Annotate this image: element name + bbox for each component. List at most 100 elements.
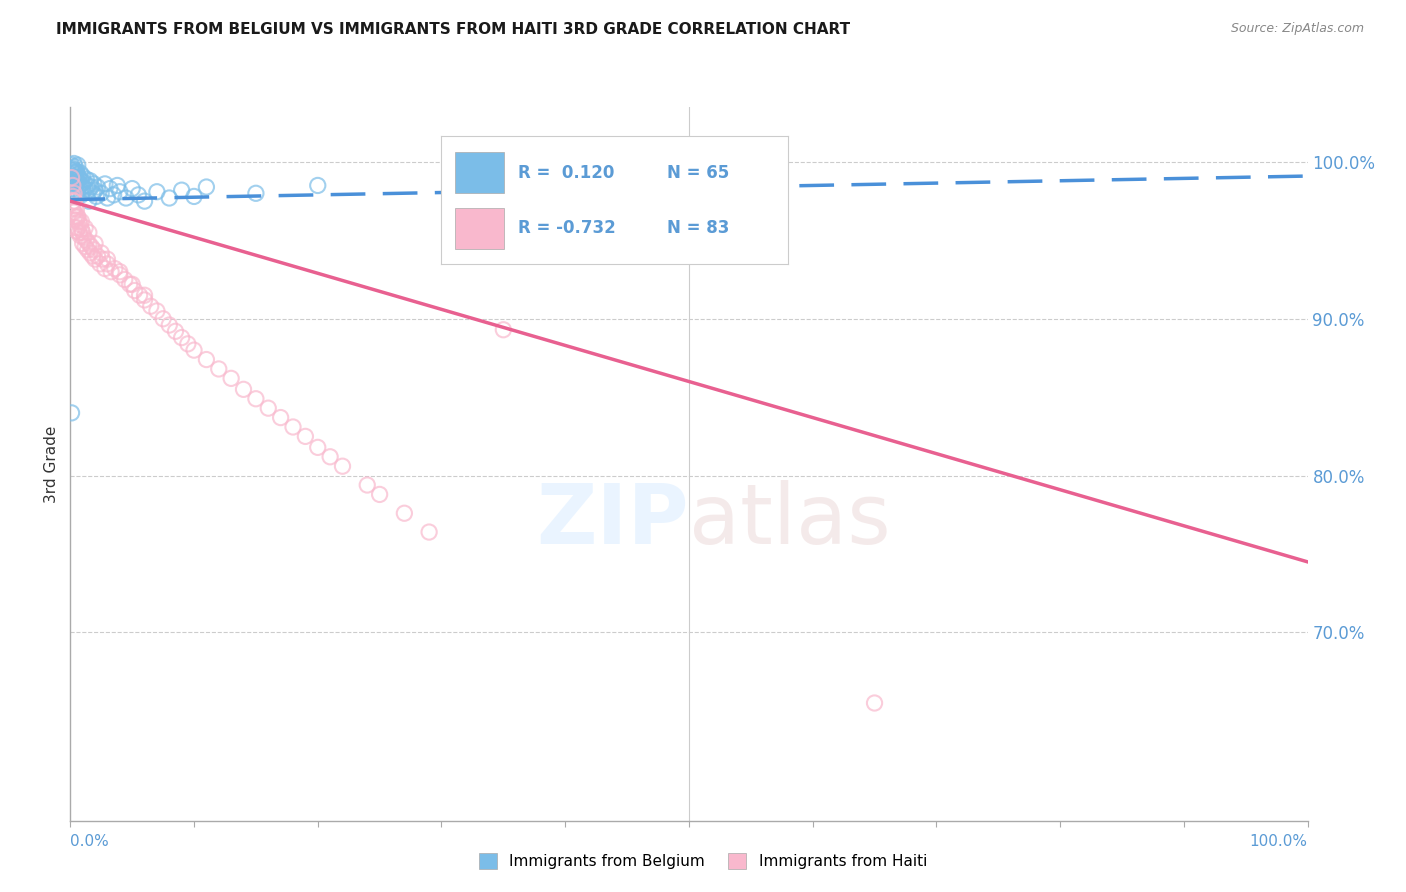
- Text: atlas: atlas: [689, 481, 890, 561]
- Point: [62, 178, 84, 193]
- Point: [281, 420, 304, 434]
- Point: [118, 277, 141, 292]
- Point: [294, 429, 316, 443]
- Point: [80, 239, 103, 253]
- Point: [127, 187, 149, 202]
- Point: [72, 236, 94, 251]
- Point: [66, 175, 89, 189]
- Point: [60, 168, 83, 182]
- Point: [62, 169, 84, 183]
- Point: [368, 487, 391, 501]
- Point: [332, 459, 354, 474]
- Point: [394, 506, 416, 520]
- Point: [63, 194, 86, 208]
- Point: [73, 175, 96, 189]
- Text: 100.0%: 100.0%: [1250, 834, 1308, 849]
- Point: [65, 170, 87, 185]
- Y-axis label: 3rd Grade: 3rd Grade: [44, 425, 59, 502]
- Point: [139, 299, 162, 313]
- Point: [863, 696, 886, 710]
- Point: [170, 183, 193, 197]
- Point: [62, 174, 84, 188]
- Point: [183, 343, 205, 358]
- Text: R = -0.732: R = -0.732: [517, 219, 616, 237]
- Point: [75, 172, 97, 186]
- Point: [146, 185, 169, 199]
- Point: [76, 243, 98, 257]
- Point: [65, 224, 87, 238]
- Point: [84, 252, 107, 267]
- Point: [70, 174, 93, 188]
- Point: [96, 257, 118, 271]
- Point: [73, 230, 96, 244]
- Point: [62, 178, 84, 193]
- Point: [65, 166, 87, 180]
- Text: ZIP: ZIP: [537, 481, 689, 561]
- Point: [60, 158, 83, 172]
- Point: [84, 183, 107, 197]
- Point: [83, 177, 105, 191]
- Point: [75, 233, 97, 247]
- Point: [108, 265, 131, 279]
- FancyBboxPatch shape: [456, 153, 503, 194]
- Text: R =  0.120: R = 0.120: [517, 164, 614, 182]
- Point: [63, 194, 86, 208]
- Point: [77, 194, 100, 208]
- Point: [66, 220, 89, 235]
- Text: N = 83: N = 83: [666, 219, 730, 237]
- Point: [63, 205, 86, 219]
- Point: [75, 181, 97, 195]
- Point: [105, 178, 128, 193]
- Point: [134, 288, 156, 302]
- Point: [82, 186, 104, 201]
- Point: [245, 186, 267, 201]
- Point: [307, 441, 329, 455]
- Point: [65, 183, 87, 197]
- Point: [65, 172, 87, 186]
- Point: [82, 249, 104, 263]
- Point: [245, 392, 267, 406]
- Point: [65, 177, 87, 191]
- Point: [208, 362, 231, 376]
- Point: [114, 272, 136, 286]
- Point: [65, 199, 87, 213]
- Point: [72, 169, 94, 183]
- Point: [70, 187, 93, 202]
- Point: [67, 180, 90, 194]
- Point: [65, 202, 87, 216]
- Point: [96, 191, 118, 205]
- Point: [94, 261, 117, 276]
- Point: [77, 183, 100, 197]
- Point: [84, 189, 107, 203]
- Point: [232, 382, 254, 396]
- Point: [62, 164, 84, 178]
- Point: [63, 175, 86, 189]
- Point: [79, 174, 101, 188]
- Point: [134, 293, 156, 307]
- Point: [157, 191, 180, 205]
- Point: [63, 213, 86, 227]
- Point: [60, 170, 83, 185]
- Point: [98, 181, 121, 195]
- Point: [492, 323, 515, 337]
- Point: [66, 158, 89, 172]
- Point: [86, 249, 108, 263]
- Point: [77, 226, 100, 240]
- Point: [65, 213, 87, 227]
- Point: [67, 226, 90, 240]
- Text: 0.0%: 0.0%: [70, 834, 110, 849]
- Text: N = 65: N = 65: [666, 164, 728, 182]
- Point: [62, 202, 84, 216]
- Point: [62, 161, 84, 176]
- Point: [90, 186, 112, 201]
- FancyBboxPatch shape: [456, 208, 503, 249]
- Point: [86, 180, 108, 194]
- Point: [63, 162, 86, 177]
- Point: [83, 243, 105, 257]
- Point: [63, 170, 86, 185]
- Point: [124, 284, 146, 298]
- Point: [69, 228, 91, 243]
- Point: [66, 210, 89, 224]
- Point: [356, 478, 378, 492]
- Point: [69, 177, 91, 191]
